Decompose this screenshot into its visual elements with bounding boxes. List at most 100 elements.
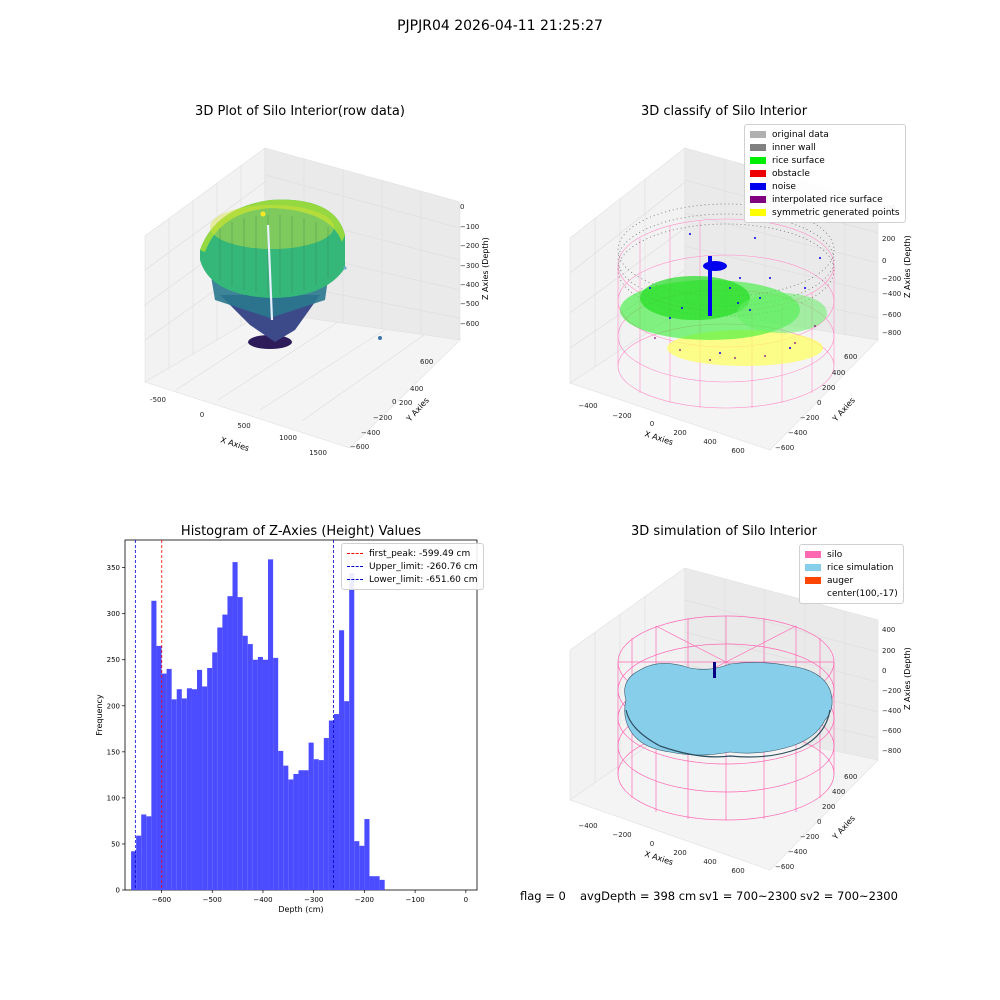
svg-text:1500: 1500 <box>309 449 327 457</box>
legend-item-center: center(100,-17) <box>805 587 898 600</box>
status-avg-depth: avgDepth = 398 cm <box>580 889 697 903</box>
svg-text:400: 400 <box>832 788 845 796</box>
svg-text:400: 400 <box>882 626 895 634</box>
plot4-ylabel: Y Axies <box>830 814 857 842</box>
svg-text:400: 400 <box>410 385 423 393</box>
histogram-ytick-label: 350 <box>107 564 120 572</box>
histogram-xtick-label: −500 <box>203 896 222 904</box>
histogram-bar <box>171 699 177 890</box>
histogram-bar <box>176 689 182 890</box>
svg-text:−400: −400 <box>788 429 807 437</box>
svg-text:400: 400 <box>703 438 716 446</box>
plot1-title: 3D Plot of Silo Interior(row data) <box>195 104 405 119</box>
histogram-bar <box>303 770 309 890</box>
svg-text:−400: −400 <box>882 707 901 715</box>
legend-line <box>347 566 363 567</box>
histogram-bar <box>323 738 329 890</box>
legend-swatch <box>750 157 766 164</box>
histogram-legend: first_peak: -599.49 cm Upper_limit: -260… <box>341 543 484 590</box>
plot4-zlabel: Z Axies (Depth) <box>903 647 912 710</box>
plot4-ztick-labels: 400 200 0 −200 −400 −600 −800 <box>882 626 901 755</box>
histogram-bar <box>344 701 350 890</box>
plot2-ytick-labels: 600 400 200 0 −200 −400 −600 <box>775 353 857 452</box>
histogram-chart: −600 −500 −400 −300 −200 −100 0 0 50 100 150 200 25… <box>95 539 478 914</box>
plot1-zlabel: Z Axies (Depth) <box>481 237 490 300</box>
svg-text:1000: 1000 <box>279 434 297 442</box>
svg-text:−400: −400 <box>578 822 597 830</box>
svg-text:−800: −800 <box>882 329 901 337</box>
histogram-bar <box>288 779 294 890</box>
plot2-inner-wall <box>617 203 835 317</box>
svg-text:−600: −600 <box>775 863 794 871</box>
legend-item-lower-limit: Lower_limit: -651.60 cm <box>347 573 478 586</box>
histogram-bar <box>283 765 289 890</box>
histogram-bar <box>161 673 167 890</box>
legend-swatch <box>750 209 766 216</box>
plot2-ztick-labels: 400 200 0 −200 −400 −600 −800 <box>882 204 901 337</box>
legend-item-original-data: original data <box>750 128 900 141</box>
svg-text:200: 200 <box>822 384 835 392</box>
histogram-bar <box>181 698 187 890</box>
svg-text:0: 0 <box>650 420 654 428</box>
histogram-bar <box>262 659 269 890</box>
histogram-bar <box>328 720 334 890</box>
histogram-ytick-label: 0 <box>116 887 120 895</box>
legend-item-symmetric-generated-points: symmetric generated points <box>750 206 900 219</box>
histogram-xtick-label: 0 <box>464 896 468 904</box>
histogram-bar <box>141 814 147 890</box>
histogram-ytick-label: 100 <box>107 794 120 802</box>
svg-text:−200: −200 <box>373 414 392 422</box>
histogram-bar <box>369 876 375 890</box>
histogram-bar <box>136 835 142 890</box>
histogram-bar <box>242 635 248 890</box>
plot1-panes <box>144 147 461 449</box>
histogram-bar <box>278 750 284 890</box>
svg-text:0: 0 <box>817 399 821 407</box>
histogram-bar <box>298 770 304 890</box>
svg-text:0: 0 <box>392 398 396 406</box>
plot1-surface-cloud <box>200 199 382 349</box>
svg-text:−200: −200 <box>882 687 901 695</box>
svg-text:200: 200 <box>399 399 412 407</box>
legend-item-silo: silo <box>805 548 898 561</box>
histogram-ytick-label: 300 <box>107 610 120 618</box>
svg-text:−400: −400 <box>578 402 597 410</box>
histogram-ylabel: Frequency <box>95 694 104 736</box>
plot1-ztick-labels: 0 −100 −200 −300 −400 −500 −600 <box>460 203 479 328</box>
plot2-3d-classify: −400 −200 0 200 400 600 X Axies 600 400 … <box>569 147 912 455</box>
histogram-bar <box>318 760 324 890</box>
histogram-bar <box>359 845 365 890</box>
svg-text:−100: −100 <box>460 223 479 231</box>
legend-item-upper-limit: Upper_limit: -260.76 cm <box>347 560 478 573</box>
histogram-bar <box>273 657 279 890</box>
legend-item-obstacle: obstacle <box>750 167 900 180</box>
svg-text:−600: −600 <box>775 444 794 452</box>
histogram-bar <box>131 851 137 890</box>
svg-text:600: 600 <box>844 353 857 361</box>
histogram-ytick-label: 50 <box>111 840 120 848</box>
histogram-bar <box>313 759 319 890</box>
histogram-xtick-label: −600 <box>152 896 171 904</box>
plot2-title: 3D classify of Silo Interior <box>640 104 808 119</box>
histogram-bar <box>151 600 157 890</box>
legend-swatch <box>805 564 821 571</box>
svg-text:200: 200 <box>673 429 686 437</box>
svg-text:−600: −600 <box>882 727 901 735</box>
plot1-3d-scatter: -500 0 500 1000 1500 X Axies 600 400 200… <box>144 147 490 457</box>
legend-item-interpolated-rice-surface: interpolated rice surface <box>750 193 900 206</box>
svg-text:200: 200 <box>882 235 895 243</box>
histogram-ytick-label: 250 <box>107 656 120 664</box>
svg-text:600: 600 <box>731 867 744 875</box>
histogram-bar <box>146 816 152 890</box>
histogram-bar <box>232 562 238 890</box>
histogram-bar <box>237 597 243 890</box>
legend-item-inner-wall: inner wall <box>750 141 900 154</box>
svg-text:−400: −400 <box>361 429 380 437</box>
plot1-xtick-labels: -500 0 500 1000 1500 <box>150 396 327 457</box>
legend-item-auger: auger <box>805 574 898 587</box>
svg-text:−200: −200 <box>800 414 819 422</box>
histogram-bar <box>354 841 360 890</box>
histogram-bar <box>197 669 203 890</box>
histogram-bar <box>247 644 253 890</box>
svg-text:0: 0 <box>460 203 464 211</box>
